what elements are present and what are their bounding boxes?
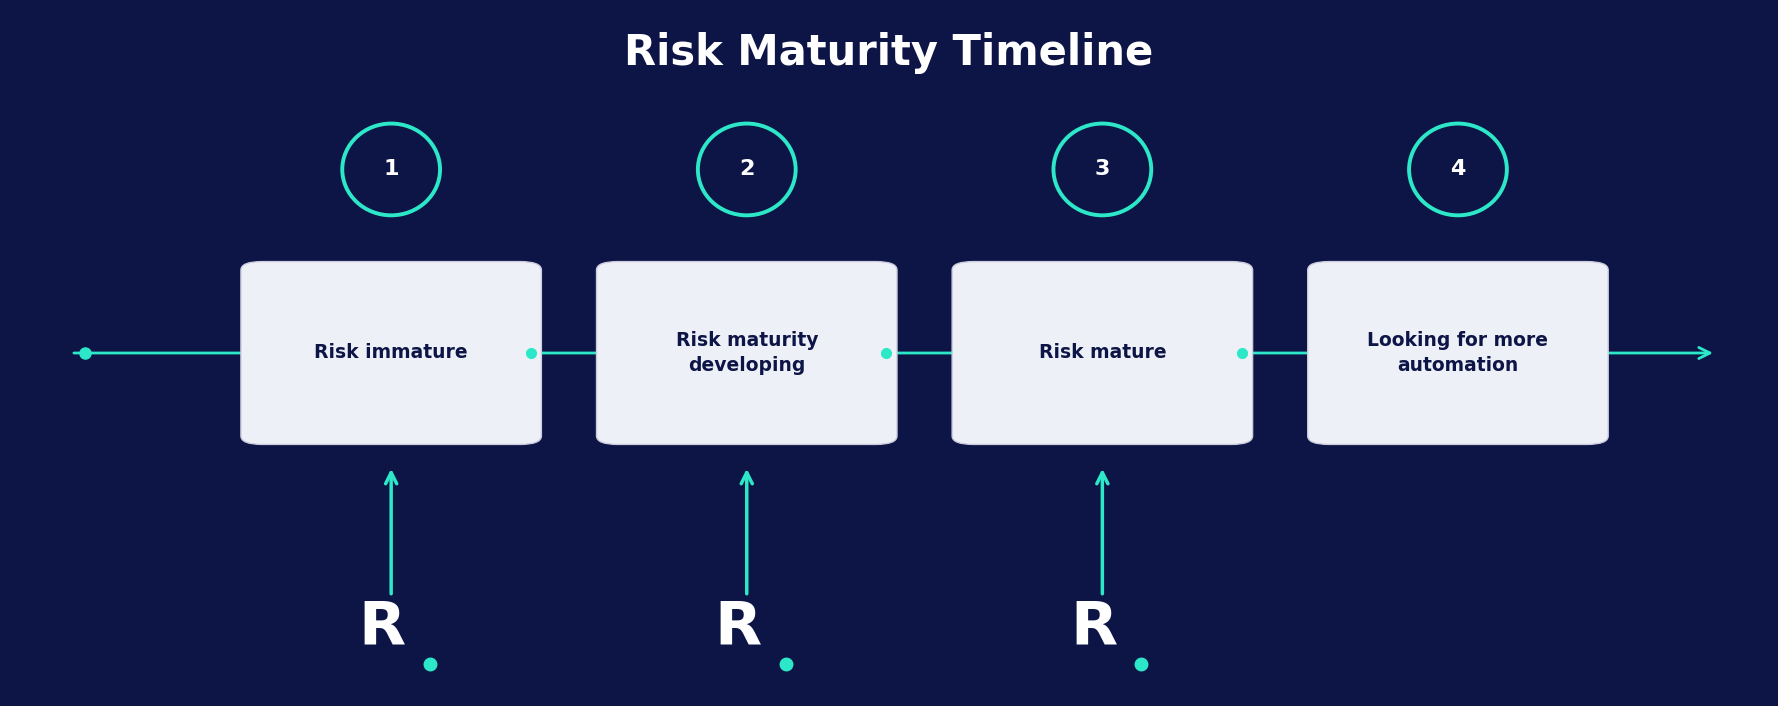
- Text: Risk Maturity Timeline: Risk Maturity Timeline: [624, 32, 1154, 74]
- FancyBboxPatch shape: [953, 262, 1252, 445]
- Text: Looking for more
automation: Looking for more automation: [1367, 331, 1549, 375]
- FancyBboxPatch shape: [242, 262, 541, 445]
- Text: Risk maturity
developing: Risk maturity developing: [676, 331, 818, 375]
- Text: R: R: [359, 599, 405, 658]
- Text: R: R: [715, 599, 761, 658]
- Text: R: R: [1070, 599, 1117, 658]
- Text: 1: 1: [384, 160, 398, 179]
- FancyBboxPatch shape: [1307, 262, 1607, 445]
- Text: Risk mature: Risk mature: [1038, 344, 1166, 362]
- Text: 2: 2: [740, 160, 754, 179]
- FancyBboxPatch shape: [596, 262, 896, 445]
- Text: 4: 4: [1451, 160, 1465, 179]
- Text: 3: 3: [1095, 160, 1109, 179]
- Text: Risk immature: Risk immature: [315, 344, 468, 362]
